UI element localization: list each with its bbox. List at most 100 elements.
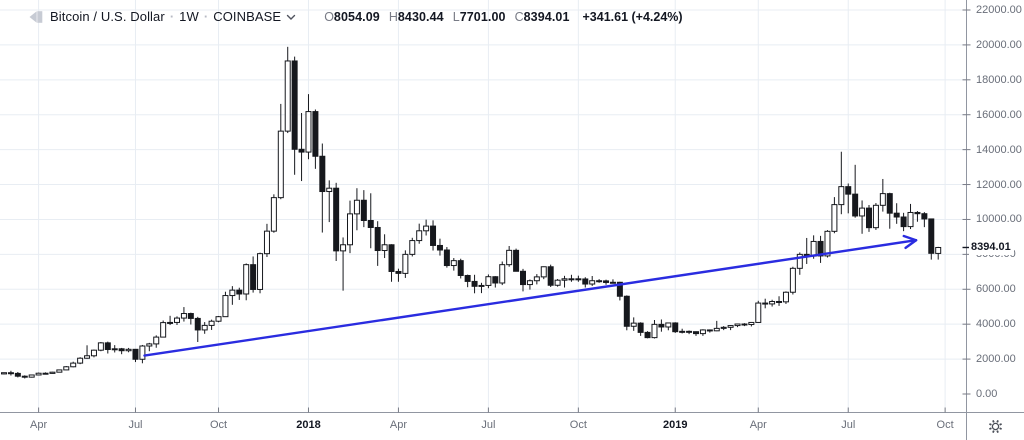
candle-up: [167, 321, 174, 324]
candle-down: [575, 278, 582, 281]
candle-up: [907, 211, 914, 228]
candle-up: [111, 348, 118, 351]
candle-up: [208, 320, 215, 326]
time-axis-label: 2019: [662, 419, 688, 431]
candle-up: [769, 300, 776, 305]
candle-up: [859, 207, 866, 217]
candle-down: [388, 244, 395, 272]
candle-down: [250, 264, 257, 290]
high-value: 8430.44: [397, 10, 444, 24]
candle-down: [42, 372, 49, 375]
candle-up: [526, 280, 533, 286]
candle-down: [21, 375, 28, 378]
candle-up: [713, 327, 720, 332]
candle-up: [277, 130, 284, 199]
candle-down: [928, 218, 935, 254]
candle-up: [796, 253, 803, 269]
candle-down: [693, 331, 699, 335]
price-axis-label: 4000.00: [976, 318, 1016, 331]
candle-up: [77, 357, 84, 364]
close-label: C: [514, 10, 524, 24]
candle-up: [665, 322, 672, 328]
candle-down: [319, 155, 326, 193]
candle-up: [782, 291, 789, 303]
candle-down: [686, 330, 693, 333]
candle-up: [679, 330, 686, 333]
time-axis[interactable]: Apr Jul Oct 2018 Apr Jul Oct 2019 Apr Jul Oct: [0, 413, 966, 440]
candle-down: [312, 111, 319, 157]
candle-up: [651, 323, 658, 339]
candle-down: [658, 323, 665, 328]
candle-up: [409, 240, 416, 255]
high-label: H: [388, 10, 398, 24]
candle-up: [305, 111, 312, 153]
candle-down: [457, 260, 464, 276]
candle-up: [215, 316, 222, 322]
candle-up: [609, 281, 616, 284]
candle-down: [443, 249, 450, 267]
candle-down: [492, 276, 499, 284]
interval-value[interactable]: 1W: [179, 9, 199, 24]
candle-down: [132, 348, 139, 360]
candle-up: [499, 264, 506, 284]
candle-down: [582, 278, 589, 285]
candle-up: [28, 374, 35, 378]
chevron-down-icon[interactable]: [286, 14, 296, 21]
time-axis-label: Apr: [389, 419, 407, 431]
price-axis-label: 14000.00: [976, 143, 1022, 156]
trendline-arrow[interactable]: [143, 239, 918, 357]
candle-up: [416, 230, 423, 242]
candle-up: [879, 193, 886, 206]
time-axis-label: 2018: [296, 419, 321, 431]
candle-up: [540, 266, 547, 278]
candle-up: [485, 276, 492, 286]
price-axis-label: 12000.00: [976, 178, 1022, 191]
candle-up: [270, 197, 277, 232]
candle-up: [699, 329, 706, 335]
candle-up: [257, 253, 264, 290]
candle-down: [914, 211, 921, 215]
candle-up: [630, 322, 637, 327]
candle-up: [180, 313, 187, 319]
candle-up: [755, 302, 762, 323]
time-axis-label: Oct: [209, 419, 228, 431]
candle-down: [333, 187, 340, 252]
candle-up: [727, 325, 734, 328]
exchange-name[interactable]: COINBASE: [213, 9, 282, 24]
candle-up: [35, 372, 42, 376]
candle-up: [97, 342, 104, 351]
candle-down: [520, 270, 526, 286]
price-axis[interactable]: 22000.00 20000.00 18000.00 16000.00 14000.00…: [967, 0, 1024, 412]
last-price-tag: 8394.01: [969, 239, 1014, 255]
time-axis-label: Jul: [841, 419, 856, 431]
candle-up: [125, 348, 132, 352]
symbol-title[interactable]: Bitcoin / U.S. Dollar: [50, 9, 165, 24]
chart-legend: Bitcoin / U.S. Dollar · 1W · COINBASE O8…: [28, 9, 683, 25]
trendline-arrowhead: [904, 239, 918, 250]
price-axis-label: 0.00: [976, 388, 998, 400]
candle-up: [506, 249, 513, 266]
candle-down: [776, 300, 783, 303]
axis-settings-button[interactable]: [967, 413, 1024, 440]
price-axis-label: 16000.00: [976, 108, 1022, 121]
candle-down: [623, 295, 630, 327]
candle-up: [810, 240, 817, 257]
candle-up: [174, 317, 180, 323]
candle-up: [402, 253, 409, 274]
candle-down: [360, 199, 367, 222]
low-label: L: [452, 10, 460, 24]
candle-up: [478, 284, 485, 287]
candle-down: [430, 225, 437, 246]
candle-down: [741, 323, 748, 326]
candle-down: [886, 193, 893, 214]
candle-up: [589, 280, 596, 285]
candle-up: [533, 276, 540, 282]
candle-down: [464, 274, 471, 282]
separator-dot: ·: [203, 9, 209, 24]
candle-up: [49, 371, 56, 374]
candle-up: [450, 260, 457, 267]
candle-down: [374, 226, 381, 252]
candle-up: [263, 230, 270, 255]
